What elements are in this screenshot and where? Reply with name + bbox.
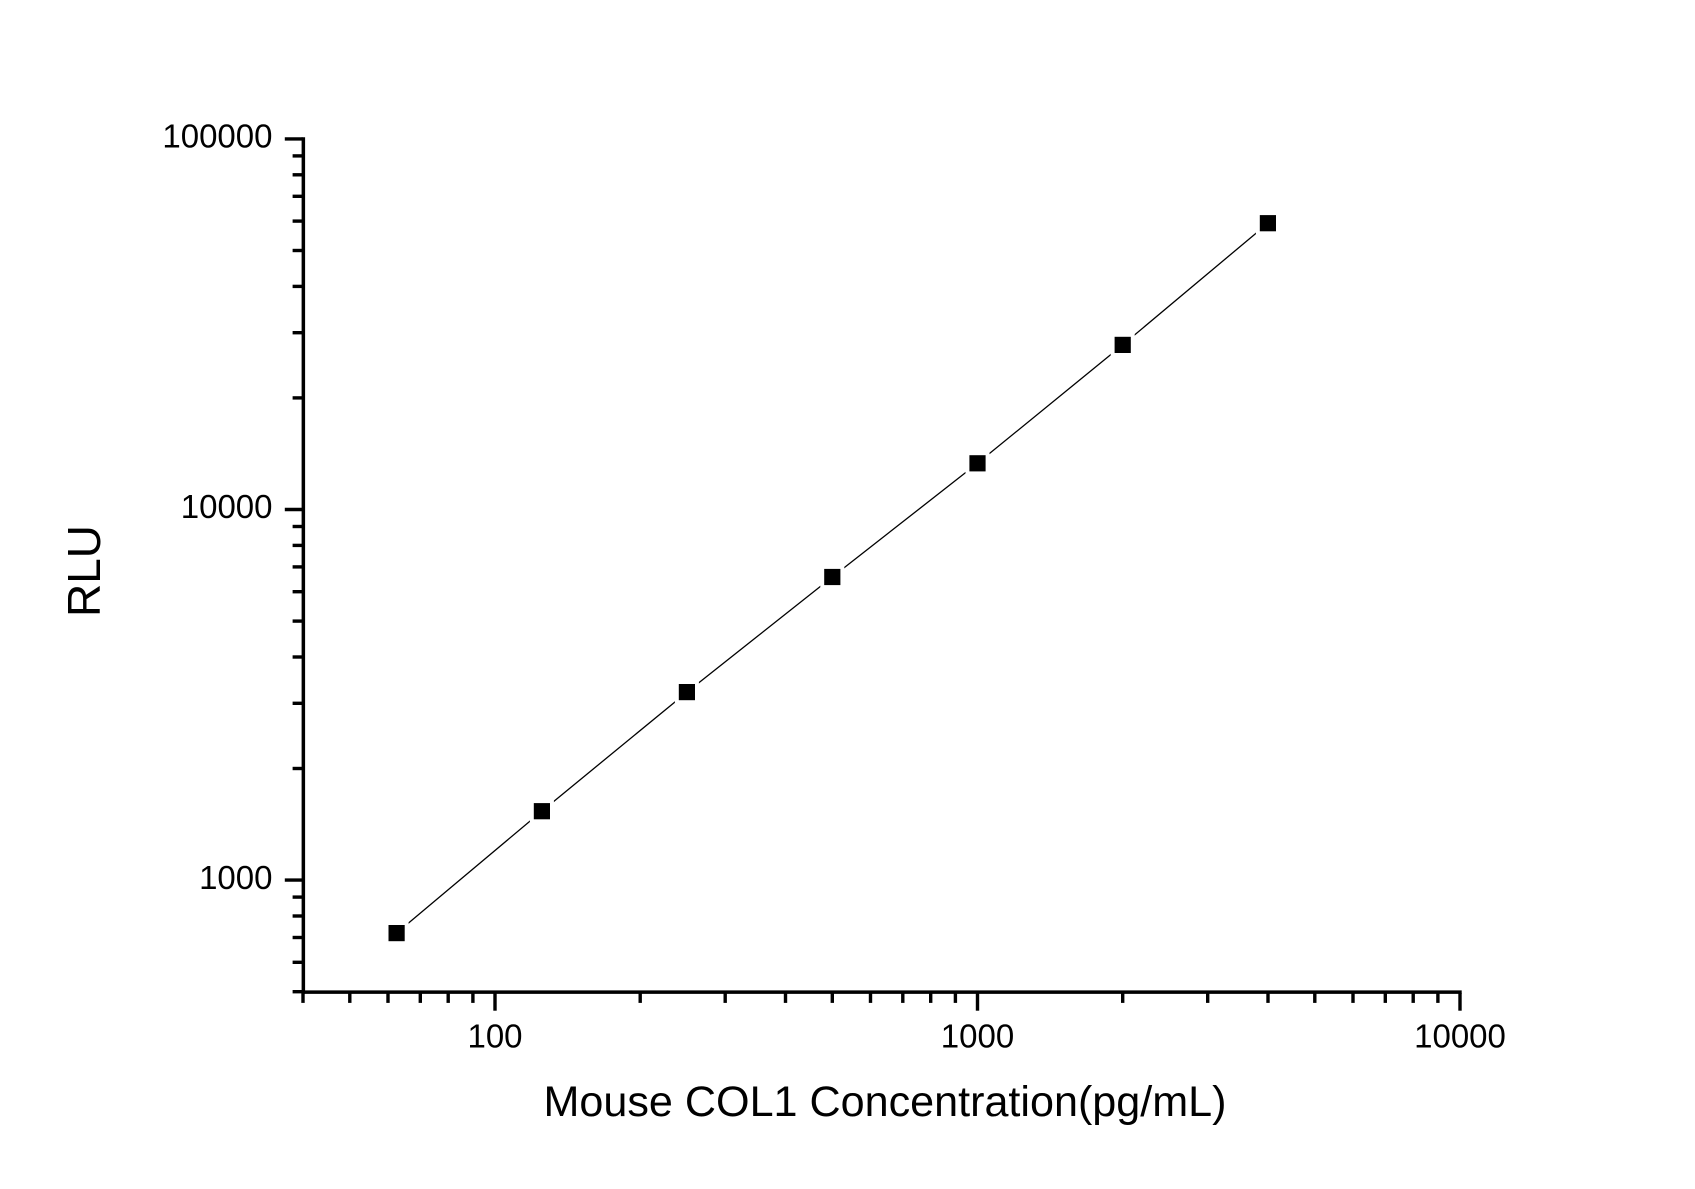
svg-text:1000: 1000: [941, 1018, 1014, 1055]
svg-text:RLU: RLU: [58, 525, 110, 617]
svg-text:10000: 10000: [181, 488, 273, 525]
svg-text:100000: 100000: [162, 118, 272, 155]
svg-text:1000: 1000: [199, 859, 272, 896]
svg-text:100: 100: [467, 1018, 522, 1055]
svg-text:10000: 10000: [1414, 1018, 1506, 1055]
svg-text:Mouse COL1 Concentration(pg/mL: Mouse COL1 Concentration(pg/mL): [544, 1078, 1227, 1126]
